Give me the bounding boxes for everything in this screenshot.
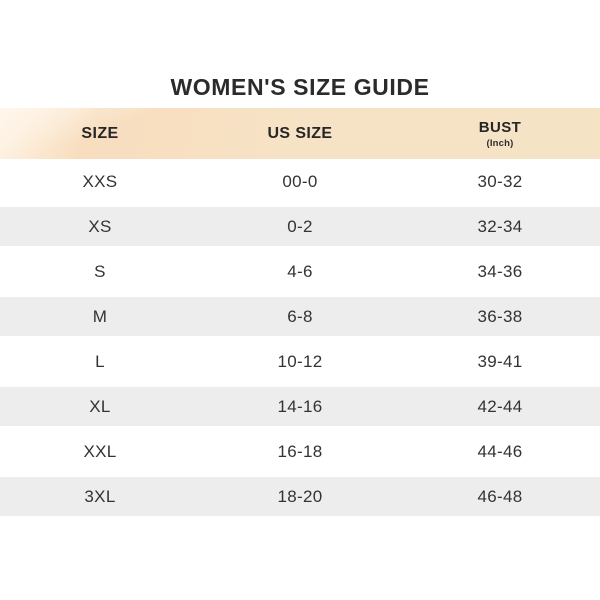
cell-us-size: 6-8 <box>287 306 313 326</box>
cell-size: M <box>92 306 108 326</box>
table-row: M 6-8 36-38 <box>0 294 600 339</box>
page-title-wrap: WOMEN'S SIZE GUIDE <box>0 0 600 108</box>
cell-us-size: 00-0 <box>282 171 318 191</box>
cell-size: XL <box>89 396 111 416</box>
cell-bust: 36-38 <box>477 306 523 326</box>
column-header-bust-unit: (Inch) <box>486 137 514 149</box>
cell-size: XXS <box>82 171 118 191</box>
cell-us-size: 16-18 <box>277 441 323 461</box>
cell-bust: 30-32 <box>477 171 523 191</box>
table-row: S 4-6 34-36 <box>0 249 600 294</box>
cell-size: 3XL <box>84 486 116 506</box>
cell-us-size: 14-16 <box>277 396 323 416</box>
cell-size: XXL <box>83 441 117 461</box>
table-row: 3XL 18-20 46-48 <box>0 474 600 519</box>
table-header-row: SIZE US SIZE BUST (Inch) <box>0 108 600 159</box>
column-header-size: SIZE <box>81 124 119 142</box>
cell-bust: 46-48 <box>477 486 523 506</box>
table-row: XL 14-16 42-44 <box>0 384 600 429</box>
page-title: WOMEN'S SIZE GUIDE <box>170 74 430 100</box>
cell-size: XS <box>88 216 112 236</box>
column-header-bust-label: BUST <box>478 118 522 136</box>
cell-us-size: 18-20 <box>277 486 323 506</box>
table-row: XXL 16-18 44-46 <box>0 429 600 474</box>
cell-us-size: 10-12 <box>277 351 323 371</box>
cell-bust: 44-46 <box>477 441 523 461</box>
cell-bust: 32-34 <box>477 216 523 236</box>
table-row: L 10-12 39-41 <box>0 339 600 384</box>
table-row: XS 0-2 32-34 <box>0 204 600 249</box>
cell-size: L <box>95 351 105 371</box>
cell-size: S <box>94 261 106 281</box>
column-header-bust: BUST (Inch) <box>400 119 600 149</box>
cell-bust: 34-36 <box>477 261 523 281</box>
column-header-us-size: US SIZE <box>267 124 333 142</box>
cell-us-size: 0-2 <box>287 216 313 236</box>
cell-bust: 39-41 <box>477 351 523 371</box>
cell-us-size: 4-6 <box>287 261 313 281</box>
size-guide-table: SIZE US SIZE BUST (Inch) XXS 00-0 30-32 … <box>0 108 600 519</box>
table-row: XXS 00-0 30-32 <box>0 159 600 204</box>
cell-bust: 42-44 <box>477 396 523 416</box>
